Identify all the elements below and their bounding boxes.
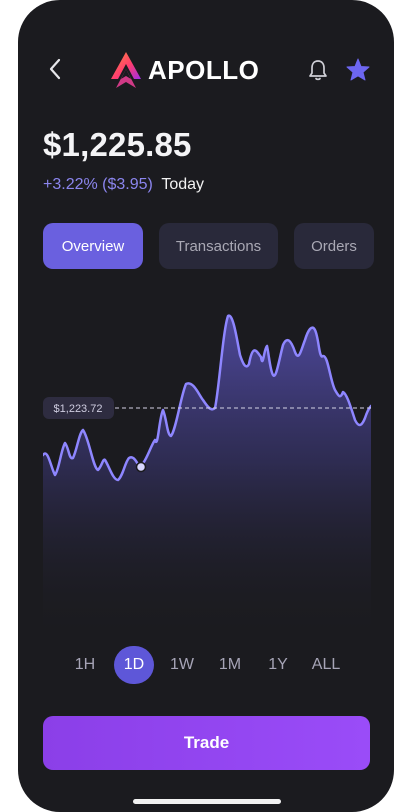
current-point-marker [135, 461, 147, 473]
favorite-button[interactable] [343, 54, 373, 84]
range-1h[interactable]: 1H [74, 656, 96, 673]
price-change: +3.22% ($3.95) [43, 176, 153, 193]
star-icon [346, 58, 370, 80]
period-label: Today [161, 176, 205, 193]
app-logo: APOLLO [110, 50, 259, 90]
header: APOLLO [18, 44, 394, 96]
price-chart[interactable]: $1,223.72 [43, 300, 371, 640]
time-range-selector: 1H 1D 1W 1M 1Y ALL [43, 646, 371, 686]
home-indicator[interactable] [133, 799, 281, 804]
apollo-logo-icon [111, 52, 141, 88]
phone-screen: APOLLO $1,225.85 +3.22% ($3.95) Today Ov… [18, 0, 394, 812]
tab-overview[interactable]: Overview [43, 223, 143, 269]
app-name: APOLLO [148, 54, 260, 85]
chart-area [43, 315, 371, 640]
trade-button[interactable]: Trade [43, 716, 370, 770]
bell-icon [309, 60, 327, 81]
tab-transactions[interactable]: Transactions [159, 223, 278, 269]
range-all[interactable]: ALL [311, 656, 341, 673]
tab-orders[interactable]: Orders [294, 223, 374, 269]
chevron-left-icon [49, 58, 61, 80]
price-change-row: +3.22% ($3.95) Today [43, 176, 204, 194]
notifications-button[interactable] [304, 56, 332, 84]
reference-label: $1,223.72 [54, 403, 103, 415]
range-1w[interactable]: 1W [170, 656, 194, 673]
back-button[interactable] [40, 54, 70, 84]
range-1y[interactable]: 1Y [268, 656, 288, 673]
range-1d[interactable]: 1D [114, 646, 154, 684]
chart-line [43, 314, 371, 482]
reference-label-bg [43, 397, 114, 419]
range-1m[interactable]: 1M [218, 656, 242, 673]
current-price: $1,225.85 [43, 126, 192, 163]
